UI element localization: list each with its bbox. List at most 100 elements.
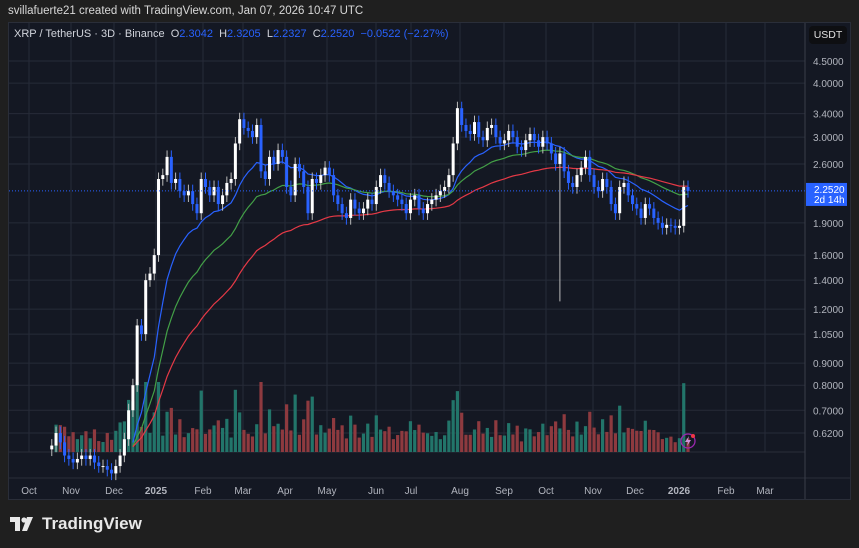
x-tick-label: Nov <box>62 486 80 497</box>
volume-bar <box>472 429 477 452</box>
volume-bar <box>532 436 536 452</box>
candle-body <box>383 175 387 183</box>
candle-body <box>208 186 212 196</box>
volume-bar <box>481 433 485 452</box>
x-tick-label: Jul <box>405 486 418 497</box>
volume-bar <box>417 424 421 452</box>
candle-body <box>293 163 297 196</box>
volume-bar <box>199 390 203 452</box>
volume-bar <box>92 429 97 452</box>
volume-bar <box>575 421 579 452</box>
y-tick-label: 1.2000 <box>813 305 844 316</box>
volume-bar <box>88 438 92 452</box>
volume-bar <box>554 421 558 452</box>
volume-bar <box>549 426 553 452</box>
volume-bar <box>165 411 169 452</box>
candle-body <box>562 153 566 172</box>
volume-bar <box>302 419 306 452</box>
candle-body <box>575 175 579 187</box>
symbol-legend: XRP / TetherUS · 3D · Binance O2.3042 H2… <box>14 28 449 40</box>
candle-body <box>157 178 161 256</box>
x-tick-label: Nov <box>584 486 602 497</box>
candle-body <box>588 156 592 176</box>
volume-bar <box>280 429 284 452</box>
candle-body <box>131 385 135 411</box>
volume-bar <box>489 436 494 452</box>
candle-body <box>507 130 511 141</box>
volume-bar <box>477 421 481 452</box>
low-label: L <box>266 28 273 40</box>
candle-body <box>545 137 549 144</box>
volume-bar <box>178 419 182 452</box>
volume-bar <box>425 433 430 452</box>
volume-bar <box>139 426 144 452</box>
volume-bar <box>383 431 387 452</box>
volume-bar <box>434 432 438 452</box>
candle-body <box>571 182 575 187</box>
x-tick-label: Mar <box>756 486 774 497</box>
volume-bar <box>344 438 348 452</box>
candle-body <box>135 325 139 386</box>
candle-body <box>238 119 242 144</box>
tradingview-logo-text: TradingView <box>42 514 142 533</box>
volume-bar <box>314 434 319 452</box>
candle-body <box>144 280 148 335</box>
volume-bar <box>186 433 191 452</box>
candle-body <box>613 204 617 214</box>
volume-bar <box>152 412 156 452</box>
change-value: −0.0522 (−2.27%) <box>360 28 449 40</box>
volume-bar <box>370 436 374 452</box>
candle-body <box>297 163 301 172</box>
candle-body <box>263 171 267 179</box>
volume-bar <box>622 432 626 452</box>
candle-body <box>618 186 622 214</box>
volume-bar <box>682 383 686 452</box>
candle-body <box>67 455 71 459</box>
y-tick-label: 4.5000 <box>813 57 844 68</box>
candle-body <box>665 224 669 228</box>
volume-bar <box>109 439 114 452</box>
candle-body <box>396 195 400 200</box>
x-tick-label: Oct <box>21 486 37 497</box>
volume-bar <box>289 430 293 452</box>
candle-body <box>400 199 404 205</box>
candle-body <box>626 182 630 196</box>
volume-bar <box>101 442 105 452</box>
y-tick-label: 2.6000 <box>813 160 844 171</box>
currency-button[interactable]: USDT <box>809 26 847 44</box>
x-tick-label: May <box>318 486 337 497</box>
candle-body <box>58 433 62 443</box>
symbol-title: XRP / TetherUS · 3D · Binance <box>14 28 165 40</box>
volume-bar <box>182 437 186 452</box>
volume-bar <box>285 404 289 452</box>
lightning-bolt <box>685 436 691 446</box>
candle-body <box>387 182 391 192</box>
y-tick-label: 1.9000 <box>813 219 844 230</box>
volume-bar <box>310 396 314 452</box>
volume-bar <box>174 434 178 452</box>
candle-body <box>101 466 105 468</box>
volume-bar <box>71 432 75 452</box>
candle-body <box>127 410 131 440</box>
volume-bar <box>212 425 216 452</box>
volume-bar <box>571 436 575 452</box>
volume-bar <box>630 428 635 452</box>
volume-bar <box>67 436 71 452</box>
candle-body <box>186 191 190 196</box>
volume-bar <box>498 435 502 452</box>
volume-bar <box>353 424 357 452</box>
volume-bar <box>460 412 464 452</box>
chart-panel[interactable] <box>8 22 851 500</box>
candle-body <box>233 143 237 179</box>
volume-bar <box>97 441 101 452</box>
volume-bar <box>191 428 195 452</box>
volume-bar <box>387 426 391 452</box>
volume-bar <box>293 394 297 452</box>
volume-bar <box>451 400 455 452</box>
chart-credit: svillafuerte21 created with TradingView.… <box>8 5 364 17</box>
volume-bar <box>148 432 152 452</box>
candle-body <box>63 442 67 456</box>
volume-bar <box>618 405 622 452</box>
volume-bar <box>536 432 541 452</box>
